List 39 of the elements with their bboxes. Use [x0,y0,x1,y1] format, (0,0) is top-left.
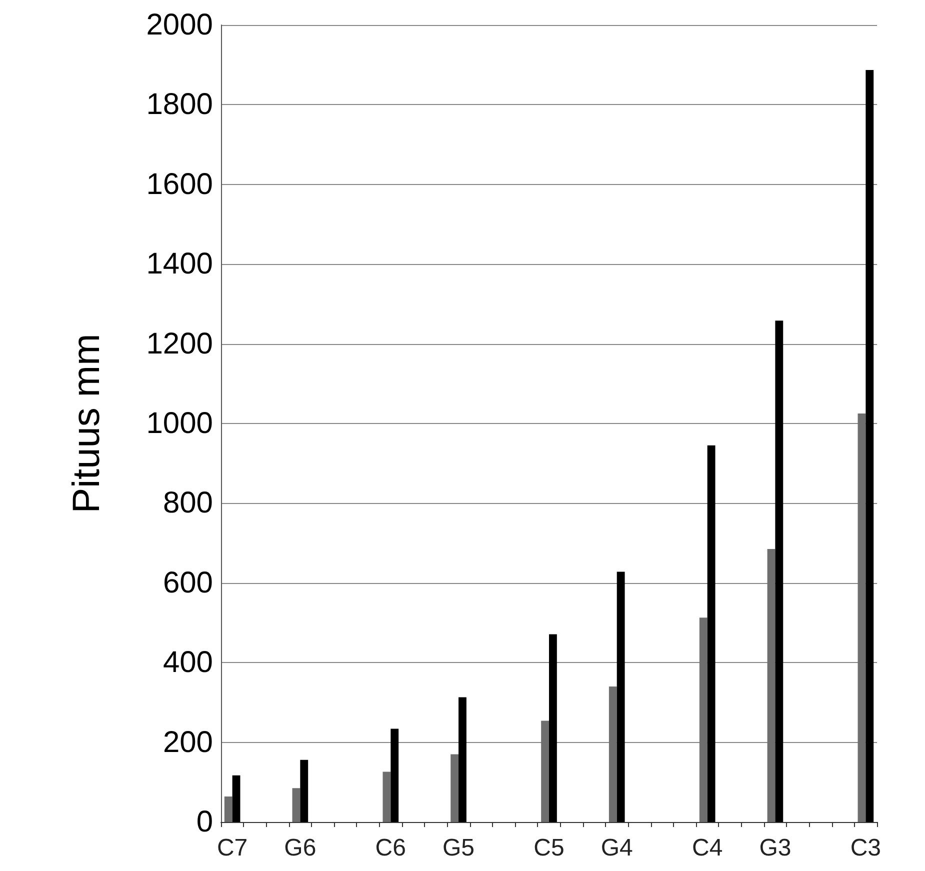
y-tick-label: 1000 [146,407,213,440]
y-tick-label: 1200 [146,327,213,360]
y-tick-label: 400 [162,646,213,680]
y-tick-label: 600 [162,566,213,600]
bar [699,618,708,822]
bar [767,549,776,822]
bar [707,445,716,822]
bar [390,728,399,822]
y-tick-label: 1600 [146,168,213,201]
y-axis-title: Pituus mm [66,334,108,514]
x-tick-label: G6 [284,834,316,862]
bar [382,772,391,822]
x-tick-label: G5 [442,834,475,862]
y-tick-label: 1800 [146,88,213,122]
y-tick-label: 2000 [146,8,213,42]
bar [866,70,874,822]
y-tick-label: 200 [162,726,213,759]
bar [300,760,308,822]
x-tick-label: C4 [692,834,723,862]
bar [549,634,557,822]
x-tick-label: C3 [850,834,882,862]
bar [541,720,549,822]
x-tick-label: G4 [600,834,633,862]
x-tick-label: G3 [759,834,792,862]
bar [232,775,240,822]
bar [292,788,300,822]
bar [458,697,466,822]
y-tick-label: 0 [196,806,213,838]
bar [775,320,784,822]
bar [224,796,232,822]
bar [450,754,459,822]
y-tick-label: 1400 [146,248,213,281]
bar [858,414,866,822]
bar [616,572,625,822]
x-tick-label: C6 [375,834,406,862]
y-tick-label: 800 [162,486,213,520]
x-tick-label: C7 [216,834,248,862]
x-tick-label: C5 [534,834,564,862]
bar [608,686,617,822]
